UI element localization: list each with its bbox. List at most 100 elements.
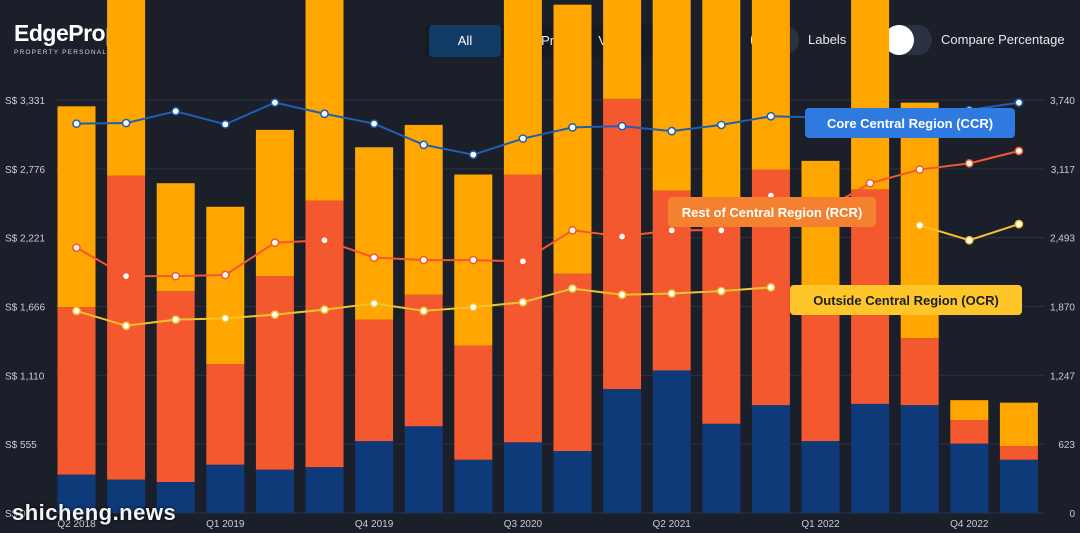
bar-ocr — [751, 0, 790, 170]
bar-ccr — [156, 482, 195, 513]
price-point-ccr — [121, 118, 131, 128]
y-right-tick-label: 3,740 — [1050, 96, 1075, 107]
price-point-ocr — [270, 310, 280, 319]
y-left-tick-label: S$ 2,776 — [5, 165, 45, 176]
bar-rcr — [57, 307, 96, 475]
bar-ocr — [503, 0, 542, 175]
price-point-ccr — [220, 119, 230, 129]
y-left-tick-label: S$ 3,331 — [5, 96, 45, 107]
bar-ccr — [603, 389, 642, 513]
price-point-ocr — [171, 315, 181, 324]
chart-bars — [57, 0, 1038, 513]
bar-ccr — [107, 479, 146, 513]
bar-rcr — [900, 338, 939, 406]
bar-ocr — [950, 400, 989, 421]
price-point-rcr — [915, 165, 925, 174]
compare-toggle-label: Compare Percentage — [941, 32, 1065, 47]
x-tick-label: Q1 2022 — [801, 519, 840, 530]
bar-ocr — [652, 0, 691, 191]
y-right-tick-label: 2,493 — [1050, 234, 1075, 245]
y-left-tick-label: S$ 1,666 — [5, 303, 45, 314]
bar-ccr — [404, 426, 443, 513]
bar-ocr — [206, 206, 245, 365]
tab-all[interactable]: All — [429, 25, 501, 57]
bar-ocr — [702, 0, 741, 213]
bar-ocr — [255, 129, 294, 277]
bar-ocr — [851, 0, 890, 190]
price-point-ocr — [468, 302, 478, 312]
y-left-tick-label: S$ 0 — [5, 509, 26, 520]
price-point-ccr — [320, 109, 329, 119]
price-point-rcr — [617, 232, 627, 241]
bar-ccr — [801, 441, 840, 513]
bar-rcr — [603, 98, 642, 390]
y-right-tick-label: 1,870 — [1050, 303, 1075, 314]
y-right-tick-label: 1,247 — [1050, 371, 1075, 382]
price-point-rcr — [667, 225, 677, 235]
bar-ccr — [355, 441, 394, 513]
price-point-ocr — [766, 282, 776, 292]
bar-rcr — [950, 420, 989, 444]
price-point-ccr — [568, 123, 577, 132]
price-point-ocr — [1014, 219, 1024, 229]
price-point-rcr — [568, 225, 577, 235]
bar-ocr — [107, 0, 146, 176]
price-point-ccr — [518, 134, 528, 143]
bar-ccr — [57, 474, 96, 513]
price-point-ocr — [369, 299, 379, 308]
price-point-ocr — [716, 286, 726, 296]
annotation-box-rcr — [668, 197, 876, 227]
price-point-ccr — [617, 121, 627, 131]
price-point-ocr — [568, 284, 577, 293]
bar-ccr — [503, 442, 542, 513]
bar-rcr — [454, 345, 493, 460]
bar-ccr — [900, 405, 939, 513]
annotation-label-ocr: Outside Central Region (OCR) — [813, 293, 999, 308]
bar-ocr — [355, 147, 394, 320]
price-point-ocr — [72, 306, 81, 316]
y-left-tick-label: S$ 2,221 — [5, 234, 45, 245]
bar-ccr — [702, 423, 741, 513]
price-point-ccr — [766, 111, 776, 121]
bar-rcr — [404, 294, 443, 427]
bar-rcr — [255, 276, 294, 470]
bar-rcr — [355, 319, 394, 442]
price-point-rcr — [468, 255, 478, 265]
price-point-ocr — [915, 221, 925, 230]
brand-name: EdgeProp — [14, 20, 119, 46]
bar-ocr — [57, 106, 96, 308]
price-point-ocr — [964, 235, 974, 245]
x-tick-label: Q2 2018 — [57, 519, 96, 530]
price-point-ccr — [270, 98, 280, 107]
brand-logo[interactable]: EdgeProp PROPERTY PERSONALISED — [14, 20, 127, 56]
bar-rcr — [702, 212, 741, 424]
y-left-tick-label: S$ 555 — [5, 440, 37, 451]
annotation-box-ocr — [790, 285, 1022, 315]
bar-rcr — [553, 273, 592, 452]
price-point-rcr — [320, 235, 329, 245]
bar-ccr — [454, 459, 493, 513]
price-point-ccr — [171, 106, 181, 116]
bar-rcr — [999, 446, 1038, 460]
price-point-ccr — [716, 120, 726, 130]
price-point-ccr — [369, 119, 379, 129]
price-point-ocr — [667, 289, 677, 298]
watermark-text: shicheng.news — [12, 500, 177, 525]
price-point-rcr — [518, 256, 528, 266]
price-point-ocr — [518, 297, 528, 307]
bar-ocr — [603, 0, 642, 99]
price-point-rcr — [716, 225, 726, 235]
bar-ccr — [851, 403, 890, 513]
chart-axes: S$ 3,331 3,740 S$ 2,776 3,117 S$ 2,221 2,493 S… — [5, 96, 1075, 530]
price-point-ccr — [468, 150, 478, 160]
y-right-tick-label: 0 — [1069, 509, 1075, 520]
price-point-rcr — [369, 253, 379, 262]
brand-tagline: PROPERTY PERSONALISED — [14, 49, 128, 56]
price-point-rcr — [220, 270, 230, 280]
price-point-rcr — [121, 271, 131, 281]
bar-ccr — [751, 405, 790, 513]
annotation-label-rcr: Rest of Central Region (RCR) — [682, 205, 863, 220]
bar-rcr — [801, 297, 840, 442]
y-right-tick-label: 3,117 — [1051, 165, 1076, 176]
bar-ocr — [999, 402, 1038, 447]
